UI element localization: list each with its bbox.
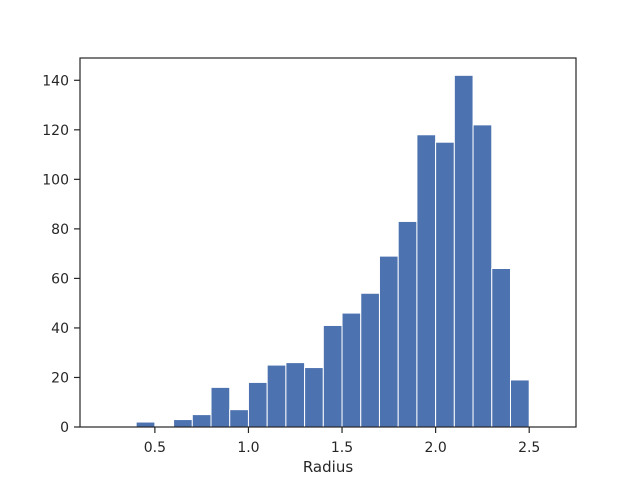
histogram-bar (285, 362, 306, 428)
histogram-bar (453, 74, 474, 428)
histogram-bar (266, 364, 287, 428)
histogram-bar (416, 134, 437, 428)
y-tick-label: 100 (42, 172, 69, 188)
histogram-bar (304, 367, 324, 428)
y-tick-label: 40 (51, 321, 69, 337)
x-tick-label: 2.0 (424, 440, 446, 456)
y-tick-label: 140 (42, 73, 69, 89)
histogram-bar (191, 414, 212, 428)
histogram-bar (229, 409, 249, 428)
histogram-bar (378, 255, 399, 428)
histogram-bar (135, 421, 156, 428)
x-tick-label: 1.0 (237, 440, 259, 456)
histogram-bar (472, 124, 493, 428)
y-tick-label: 80 (51, 222, 69, 238)
histogram-bar (322, 324, 343, 428)
y-tick-label: 20 (51, 370, 69, 386)
x-axis-label: Radius (303, 458, 353, 476)
histogram-bar (509, 379, 530, 428)
plot-frame (79, 57, 577, 428)
histogram-bar (491, 268, 511, 428)
histogram-bar (435, 141, 455, 428)
x-tick-label: 2.5 (518, 440, 540, 456)
histogram-bar (397, 220, 418, 428)
y-axis-ticks: 0 20 40 60 80 100 120 140 (42, 73, 80, 436)
y-tick-label: 120 (42, 123, 69, 139)
histogram-bar (341, 312, 362, 428)
x-axis-ticks: 0.5 1.0 1.5 2.0 2.5 (144, 427, 540, 456)
x-tick-label: 1.5 (331, 440, 353, 456)
histogram-bar (173, 419, 193, 428)
histogram-bar (210, 386, 231, 428)
y-tick-label: 0 (60, 420, 69, 436)
x-tick-label: 0.5 (144, 440, 166, 456)
histogram-bar (247, 381, 268, 428)
histogram-bar (360, 292, 380, 428)
bars-group (135, 74, 530, 428)
y-tick-label: 60 (51, 271, 69, 287)
